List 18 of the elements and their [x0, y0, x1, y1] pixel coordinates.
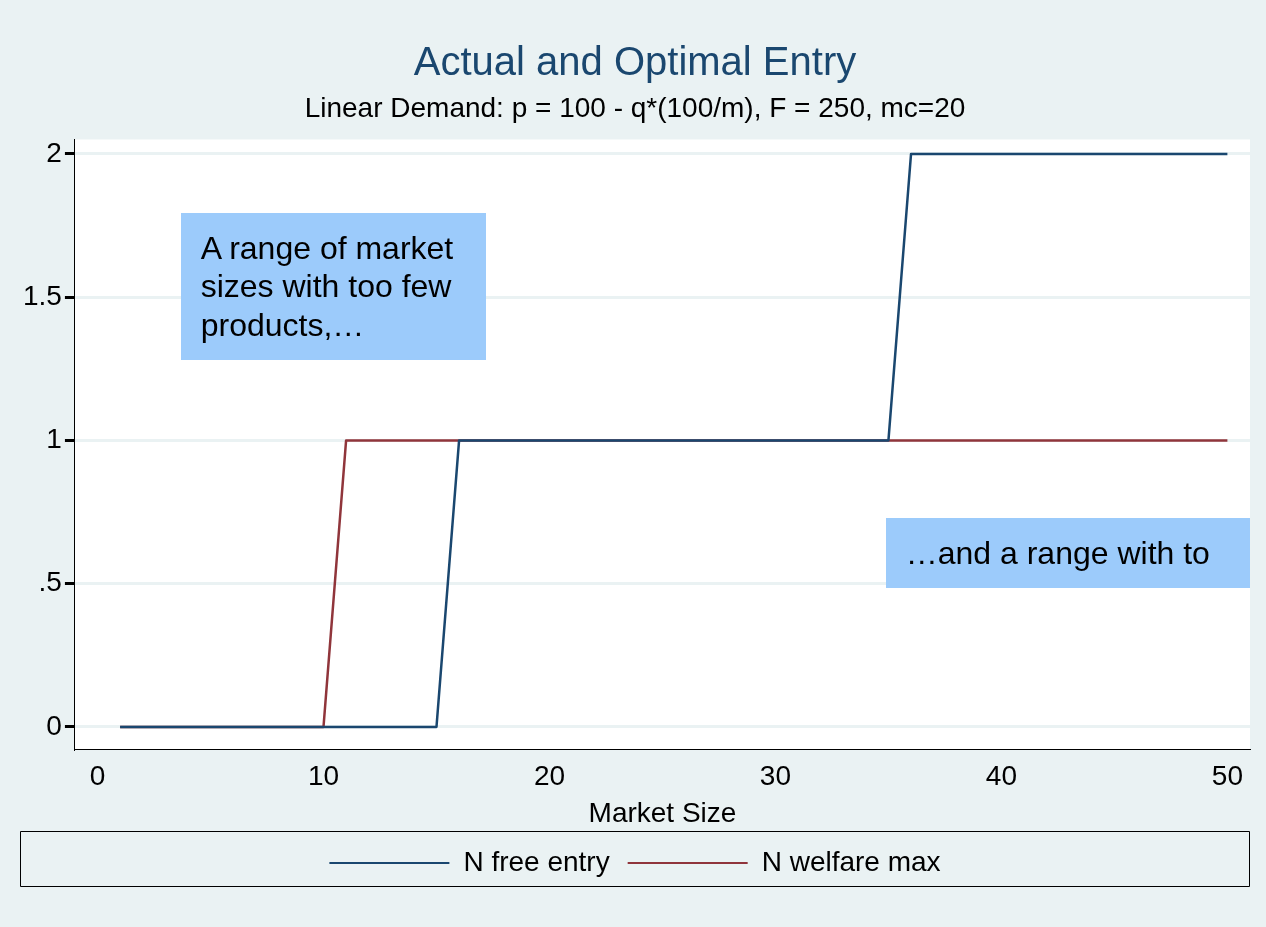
legend-label: N free entry	[463, 845, 610, 877]
y-tick-label: .5	[38, 566, 62, 598]
annotation: A range of market sizes with too few products,…	[180, 212, 487, 360]
x-tick-label: 0	[89, 760, 106, 792]
chart-subtitle: Linear Demand: p = 100 - q*(100/m), F = 250, mc=20	[304, 91, 966, 123]
x-tick-label: 40	[985, 760, 1017, 792]
y-tick-label: 1	[46, 423, 62, 455]
x-tick-label: 50	[1211, 760, 1243, 792]
y-tick-label: 0	[46, 709, 62, 741]
y-tick-label: 1.5	[22, 279, 62, 311]
y-tick-label: 2	[46, 136, 62, 168]
chart-title: Actual and Optimal Entry	[413, 39, 857, 84]
x-axis-title: Market Size	[588, 796, 737, 828]
x-tick-label: 30	[759, 760, 792, 792]
annotation: …and a range with to	[885, 517, 1250, 589]
legend-label: N welfare max	[761, 845, 941, 877]
x-tick-label: 20	[533, 760, 566, 792]
x-tick-label: 10	[307, 760, 340, 792]
